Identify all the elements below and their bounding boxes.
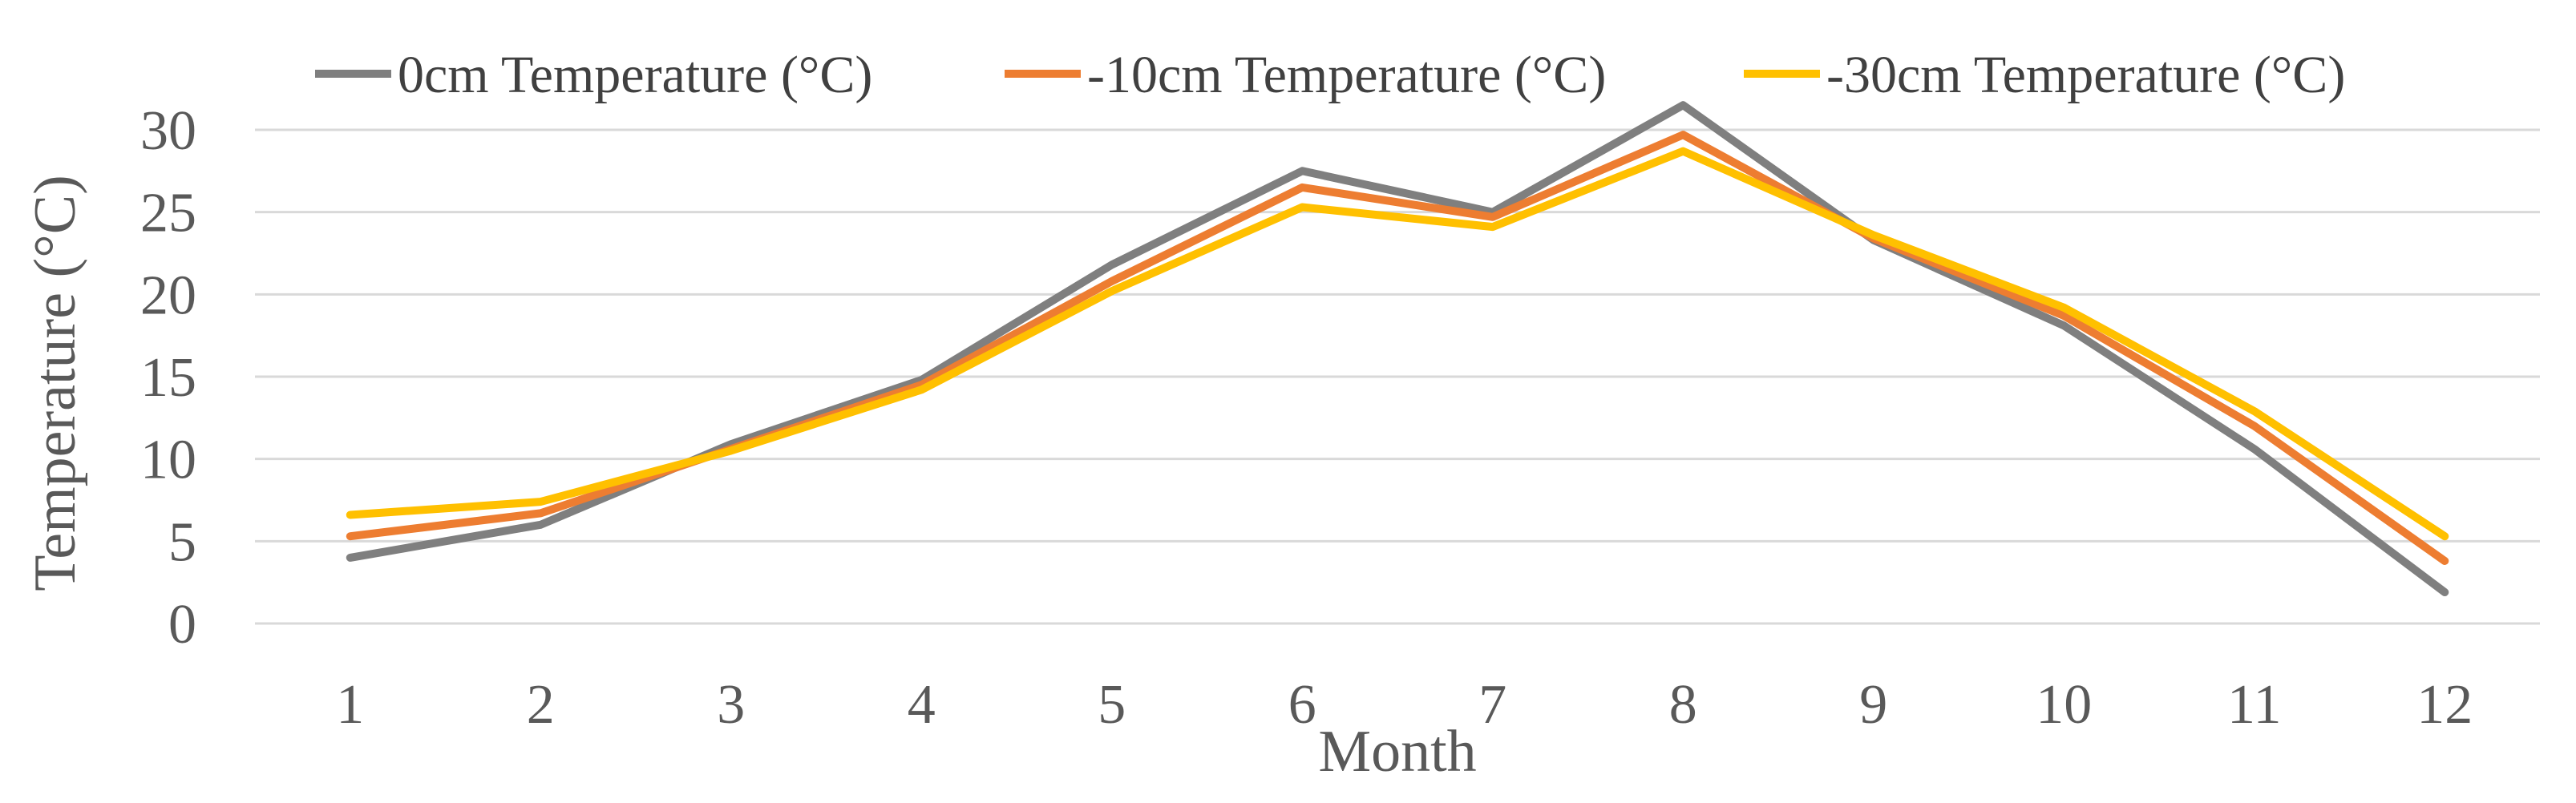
x-tick-label: 6 bbox=[1288, 674, 1316, 736]
legend: 0cm Temperature (°C) -10cm Temperature (°… bbox=[315, 46, 2345, 104]
legend-label-2: -30cm Temperature (°C) bbox=[1826, 46, 2345, 104]
x-tick-label: 3 bbox=[717, 674, 745, 736]
x-tick-label: 8 bbox=[1669, 674, 1697, 736]
y-tick-label: 5 bbox=[168, 511, 196, 573]
x-axis-title: Month bbox=[1318, 719, 1476, 785]
y-tick-label: 30 bbox=[140, 100, 196, 162]
y-axis-title: Temperature (°C) bbox=[22, 175, 88, 591]
x-tick-label: 7 bbox=[1478, 674, 1506, 736]
x-tick-label: 9 bbox=[1859, 674, 1887, 736]
legend-label-0: 0cm Temperature (°C) bbox=[398, 46, 872, 104]
series-line-2 bbox=[346, 147, 2449, 541]
series-line-0 bbox=[346, 101, 2449, 596]
y-tick-labels: 0 5 10 15 20 25 30 bbox=[140, 100, 196, 656]
x-tick-labels: 1 2 3 4 5 6 7 8 9 10 11 12 bbox=[336, 674, 2473, 736]
x-tick-label: 2 bbox=[527, 674, 555, 736]
x-tick-label: 11 bbox=[2227, 674, 2281, 736]
series-lines bbox=[346, 101, 2449, 596]
x-tick-label: 12 bbox=[2416, 674, 2473, 736]
x-tick-label: 10 bbox=[2036, 674, 2092, 736]
gridlines bbox=[255, 128, 2540, 625]
y-tick-label: 0 bbox=[168, 594, 196, 656]
x-tick-label: 5 bbox=[1098, 674, 1126, 736]
legend-label-1: -10cm Temperature (°C) bbox=[1087, 46, 1606, 104]
y-tick-label: 20 bbox=[140, 264, 196, 326]
y-tick-label: 25 bbox=[140, 183, 196, 244]
x-tick-label: 1 bbox=[336, 674, 364, 736]
x-tick-label: 4 bbox=[908, 674, 936, 736]
y-tick-label: 10 bbox=[140, 430, 196, 491]
y-tick-label: 15 bbox=[140, 347, 196, 409]
